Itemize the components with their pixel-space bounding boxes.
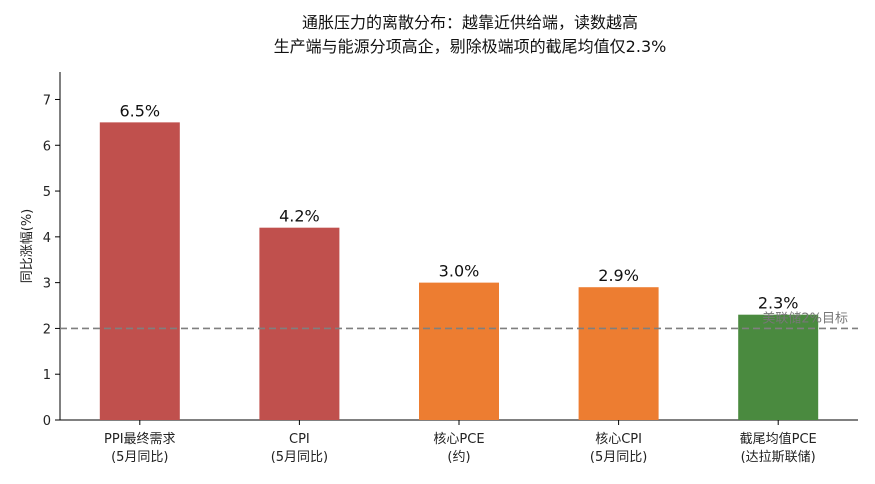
reference-line-label: 美联储2%目标 — [762, 311, 848, 326]
x-tick-label: 核心PCE — [433, 432, 484, 447]
data-label: 2.9% — [598, 266, 639, 285]
chart-title-line-1: 通胀压力的离散分布：越靠近供给端，读数越高 — [302, 13, 638, 32]
bar — [419, 282, 499, 420]
y-tick-label: 4 — [43, 231, 51, 246]
y-tick-label: 3 — [43, 277, 51, 292]
y-tick-label: 2 — [43, 322, 51, 337]
x-tick-label: (5月同比) — [590, 450, 647, 465]
y-tick-label: 5 — [43, 185, 51, 200]
y-axis-label: 同比涨幅(%) — [20, 209, 35, 284]
data-label: 6.5% — [119, 101, 160, 120]
data-label: 3.0% — [439, 262, 480, 281]
data-label: 2.3% — [758, 294, 799, 313]
x-tick-label: (5月同比) — [111, 450, 168, 465]
chart-title: 通胀压力的离散分布：越靠近供给端，读数越高 生产端与能源分项高企，剔除极端项的截… — [274, 13, 667, 56]
x-tick-label: CPI — [289, 432, 310, 447]
x-tick-label: 核心CPI — [595, 432, 642, 447]
x-tick-label: (约) — [447, 450, 470, 465]
x-tick-label: PPI最终需求 — [104, 431, 176, 447]
x-tick-label: 截尾均值PCE — [740, 431, 817, 447]
data-label: 4.2% — [279, 207, 320, 226]
y-tick-label: 6 — [43, 139, 51, 154]
plot-area: 0 1 2 3 4 5 6 7 6.5% PPI最终需求 (5月同比) 4.2% CPI (5月同比) 3.… — [43, 72, 858, 465]
x-tick-label: (达拉斯联储) — [741, 450, 816, 465]
chart-title-line-2: 生产端与能源分项高企，剔除极端项的截尾均值仅2.3% — [274, 37, 667, 56]
bar — [738, 314, 819, 420]
x-tick-label: (5月同比) — [271, 450, 328, 465]
y-tick-label: 7 — [43, 93, 51, 108]
y-tick-label: 0 — [43, 414, 51, 429]
y-tick-label: 1 — [43, 368, 51, 383]
bar — [259, 227, 340, 420]
bar — [99, 122, 180, 421]
bar — [578, 287, 659, 420]
